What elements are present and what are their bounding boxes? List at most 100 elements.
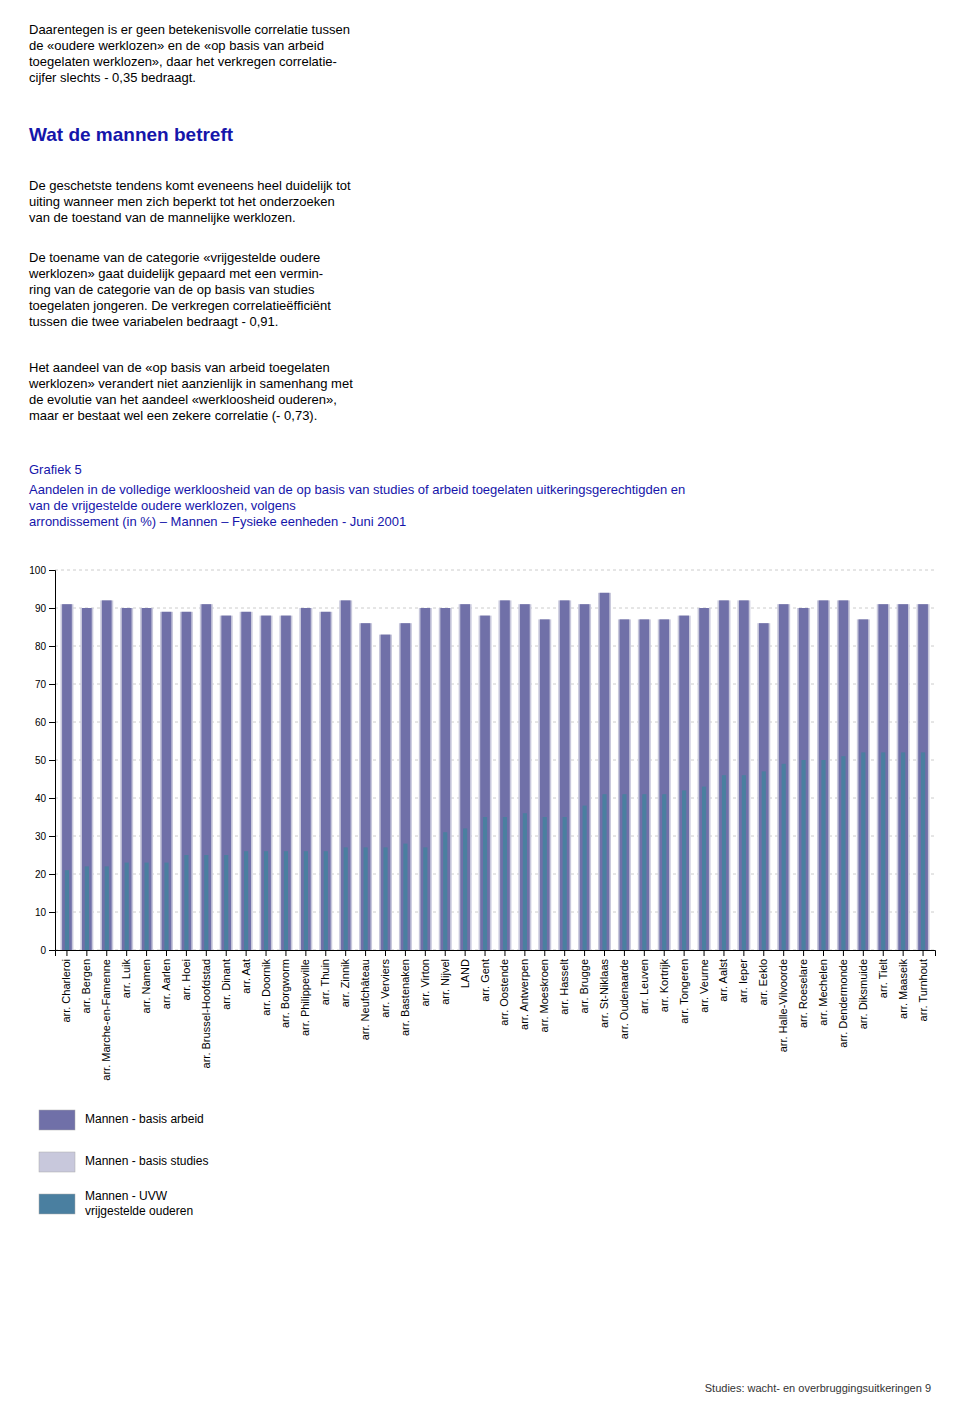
- bar: [578, 604, 591, 950]
- x-tick: arr. Doornik: [260, 950, 272, 1016]
- y-tick: 70: [35, 679, 55, 690]
- x-tick-label: LAND: [459, 959, 471, 988]
- bar: [819, 600, 829, 950]
- bar: [200, 604, 213, 950]
- bar: [699, 608, 709, 950]
- bar: [702, 787, 706, 950]
- x-tick-label: arr. Marche-en-Famenne: [100, 959, 112, 1081]
- x-tick-mark: [704, 950, 705, 956]
- paragraph-line: Het aandeel van de «op basis van arbeid …: [29, 360, 330, 375]
- bar: [144, 863, 148, 950]
- x-tick: arr. Leuven: [638, 950, 650, 1014]
- heading: Wat de mannen betreft: [29, 124, 234, 145]
- bar: [682, 790, 686, 950]
- paragraph-line: toegelaten jongeren. De verkregen correl…: [29, 298, 331, 313]
- x-tick: arr. Mechelen: [817, 950, 829, 1026]
- bar: [500, 600, 510, 950]
- bar: [260, 616, 273, 950]
- x-tick: arr. Marche-en-Famenne: [100, 950, 112, 1081]
- x-tick: arr. Thuin: [319, 950, 331, 1005]
- x-tick-label: arr. Virton: [419, 959, 431, 1007]
- x-tick: arr. Neufchâteau: [359, 950, 371, 1040]
- x-tick-mark: [863, 950, 864, 956]
- bar: [221, 616, 231, 950]
- y-axis: 0102030405060708090100: [29, 565, 55, 956]
- x-tick-mark: [206, 950, 207, 956]
- bar: [520, 604, 530, 950]
- x-tick: arr. Luik: [120, 950, 132, 998]
- chart-root: Daarentegen is er geen betekenisvolle co…: [0, 0, 960, 1410]
- x-tick-mark: [823, 950, 824, 956]
- paragraph-line: Daarentegen is er geen betekenisvolle co…: [29, 22, 350, 37]
- bar: [817, 600, 830, 950]
- x-tick-label: arr. Aat: [240, 959, 252, 994]
- x-tick-mark: [285, 950, 286, 956]
- x-tick-mark: [743, 950, 744, 956]
- legend-label-line: Mannen - basis arbeid: [85, 1112, 204, 1126]
- bar: [777, 604, 790, 950]
- x-tick-label: arr. Mechelen: [817, 959, 829, 1026]
- x-tick-label: arr. Tongeren: [678, 959, 690, 1024]
- bar: [538, 619, 551, 950]
- bar: [618, 619, 631, 950]
- bar: [240, 612, 253, 950]
- y-tick: 60: [35, 717, 55, 728]
- x-tick-label: arr. Moeskroen: [538, 959, 550, 1032]
- title-line: arrondissement (in %) – Mannen – Fysieke…: [29, 514, 406, 529]
- x-tick: arr. Nijvel: [439, 950, 451, 1005]
- x-tick-mark: [86, 950, 87, 956]
- bar: [65, 870, 69, 950]
- x-tick-mark: [763, 950, 764, 956]
- bar: [341, 600, 351, 950]
- bar: [279, 616, 292, 950]
- x-tick: arr. St-Niklaas: [598, 950, 610, 1028]
- bar: [419, 608, 432, 950]
- paragraph-line: werklozen» gaat duidelijk gepaard met ee…: [28, 266, 323, 281]
- bar: [459, 604, 472, 950]
- legend-label: Mannen - basis studies: [85, 1154, 208, 1168]
- paragraph-line: cijfer slechts - 0,35 bedraagt.: [29, 70, 196, 85]
- x-tick-mark: [266, 950, 267, 956]
- bar: [420, 608, 430, 950]
- legend-label-line: Mannen - UVW: [85, 1189, 168, 1203]
- bar: [142, 608, 152, 950]
- paragraph-line: maar er bestaat wel een zekere correlati…: [29, 408, 317, 423]
- y-tick: 30: [35, 831, 55, 842]
- paragraph-line: de «oudere werklozen» en de «op basis va…: [29, 38, 324, 53]
- x-tick-mark: [584, 950, 585, 956]
- bar: [62, 604, 72, 950]
- x-tick: arr. Philippeville: [299, 950, 311, 1036]
- y-tick-mark: [49, 570, 55, 571]
- x-tick-mark: [624, 950, 625, 956]
- bar: [182, 612, 192, 950]
- x-tick: arr. Dendermonde: [837, 950, 849, 1048]
- x-tick-mark: [325, 950, 326, 956]
- bar: [600, 593, 610, 950]
- bar: [403, 844, 407, 950]
- bar: [719, 600, 729, 950]
- paragraph-line: werklozen» verandert niet aanzienlijk in…: [28, 376, 353, 391]
- x-tick: arr. Dinant: [220, 950, 232, 1010]
- x-tick-label: arr. Hasselt: [558, 959, 570, 1015]
- x-tick: arr. Turnhout: [917, 950, 929, 1021]
- x-tick-label: arr. Oudenaarde: [618, 959, 630, 1039]
- subtitle-line: Grafiek 5: [29, 462, 82, 477]
- paragraph: De geschetste tendens komt eveneens heel…: [29, 178, 351, 225]
- x-axis: arr. Charleroiarr. Bergenarr. Marche-en-…: [56, 950, 936, 1081]
- bar: [898, 604, 908, 950]
- x-tick: arr. Hasselt: [558, 950, 570, 1015]
- bar: [901, 752, 905, 950]
- x-tick-mark: [146, 950, 147, 956]
- x-tick-label: arr. Thuin: [319, 959, 331, 1005]
- footer: Studies: wacht- en overbruggingsuitkerin…: [705, 1382, 931, 1394]
- bar: [261, 616, 271, 950]
- bar: [921, 752, 925, 950]
- bar: [642, 794, 646, 950]
- bar: [782, 764, 786, 950]
- y-tick-mark: [49, 722, 55, 723]
- x-tick: arr. Aalst: [717, 950, 729, 1002]
- series: [65, 752, 925, 950]
- series: [62, 593, 928, 950]
- bar: [60, 604, 73, 950]
- y-tick: 0: [40, 945, 55, 956]
